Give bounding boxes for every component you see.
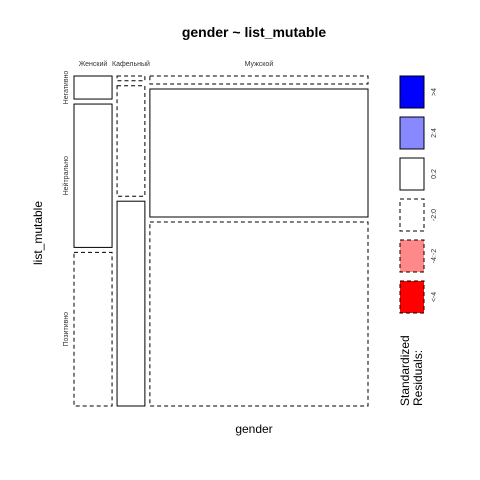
chart-title: gender ~ list_mutable	[182, 24, 327, 40]
mosaic-cell	[149, 221, 369, 407]
row-label: Негативно	[63, 71, 70, 105]
legend-label: >4	[431, 88, 438, 96]
row-label: Нейтрально	[62, 156, 70, 195]
mosaic-cell	[73, 103, 113, 248]
legend-swatch	[399, 280, 425, 314]
mosaic-cells	[73, 75, 369, 407]
mosaic-cell	[149, 88, 369, 218]
row-labels: Негативно Нейтрально Позитивно	[62, 71, 70, 347]
legend-title-line2: Residuals:	[411, 350, 425, 406]
y-axis-label: list_mutable	[31, 201, 45, 265]
column-label: Кафельный	[112, 60, 150, 68]
x-axis-label: gender	[235, 422, 272, 436]
legend: >4 2:4 0:2 -2:0 -4:-2 <-4	[399, 75, 438, 314]
legend-label: <-4	[431, 292, 438, 302]
mosaic-cell	[116, 75, 146, 82]
legend-label: -2:0	[431, 209, 438, 221]
legend-swatch	[399, 198, 425, 232]
column-label: Мужской	[245, 60, 274, 68]
legend-label: -4:-2	[431, 249, 438, 264]
legend-swatch	[399, 239, 425, 273]
legend-title-line1: Standardized	[398, 335, 412, 406]
mosaic-cell	[116, 200, 146, 407]
legend-swatch	[399, 75, 425, 109]
legend-swatch	[399, 157, 425, 191]
legend-swatch	[399, 116, 425, 150]
column-labels: Женский Кафельный Мужской	[79, 60, 274, 68]
legend-label: 0:2	[431, 169, 438, 179]
mosaic-cell	[73, 75, 113, 100]
legend-label: 2:4	[431, 128, 438, 138]
mosaic-cell	[149, 75, 369, 85]
row-label: Позитивно	[63, 312, 70, 347]
mosaic-cell	[116, 85, 146, 197]
column-label: Женский	[79, 60, 108, 68]
mosaic-cell	[73, 251, 113, 407]
